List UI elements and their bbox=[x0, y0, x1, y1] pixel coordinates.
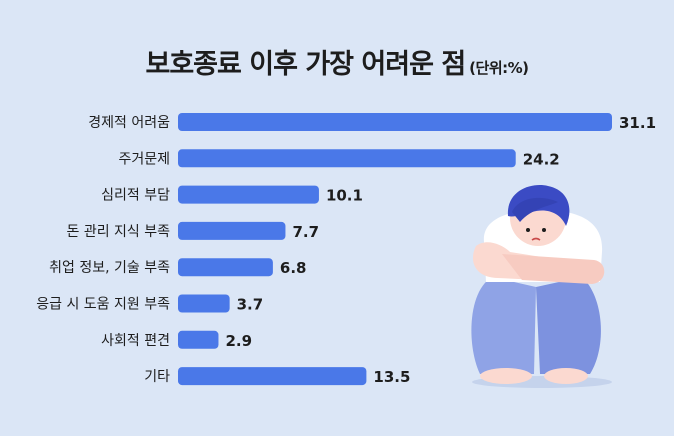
value-label: 24.2 bbox=[523, 150, 560, 168]
foot-right bbox=[544, 368, 588, 384]
category-label: 응급 시 도움 지원 부족 bbox=[36, 297, 170, 313]
category-label: 경제적 어려움 bbox=[88, 115, 170, 131]
category-label: 사회적 편견 bbox=[101, 333, 170, 349]
bar bbox=[178, 295, 230, 313]
bar bbox=[178, 149, 516, 167]
foot-left bbox=[480, 368, 532, 384]
value-label: 3.7 bbox=[237, 296, 264, 314]
value-label: 7.7 bbox=[292, 223, 319, 241]
sad-person-illustration bbox=[462, 182, 622, 392]
value-label: 10.1 bbox=[326, 187, 363, 205]
bar bbox=[178, 258, 273, 276]
value-label: 2.9 bbox=[225, 332, 252, 350]
eye-left bbox=[526, 228, 530, 232]
pants-right bbox=[536, 277, 601, 374]
category-label: 심리적 부담 bbox=[101, 188, 170, 204]
bar bbox=[178, 113, 612, 131]
bar bbox=[178, 186, 319, 204]
value-label: 13.5 bbox=[373, 368, 410, 386]
category-label: 돈 관리 지식 부족 bbox=[66, 224, 170, 240]
eye-right bbox=[542, 228, 546, 232]
category-label: 주거문제 bbox=[118, 151, 170, 167]
value-label: 6.8 bbox=[280, 259, 307, 277]
value-label: 31.1 bbox=[619, 114, 656, 132]
bar bbox=[178, 331, 218, 349]
pants bbox=[471, 277, 536, 374]
bar bbox=[178, 222, 285, 240]
bar bbox=[178, 367, 366, 385]
category-label: 취업 정보, 기술 부족 bbox=[49, 260, 170, 276]
category-label: 기타 bbox=[144, 369, 170, 385]
